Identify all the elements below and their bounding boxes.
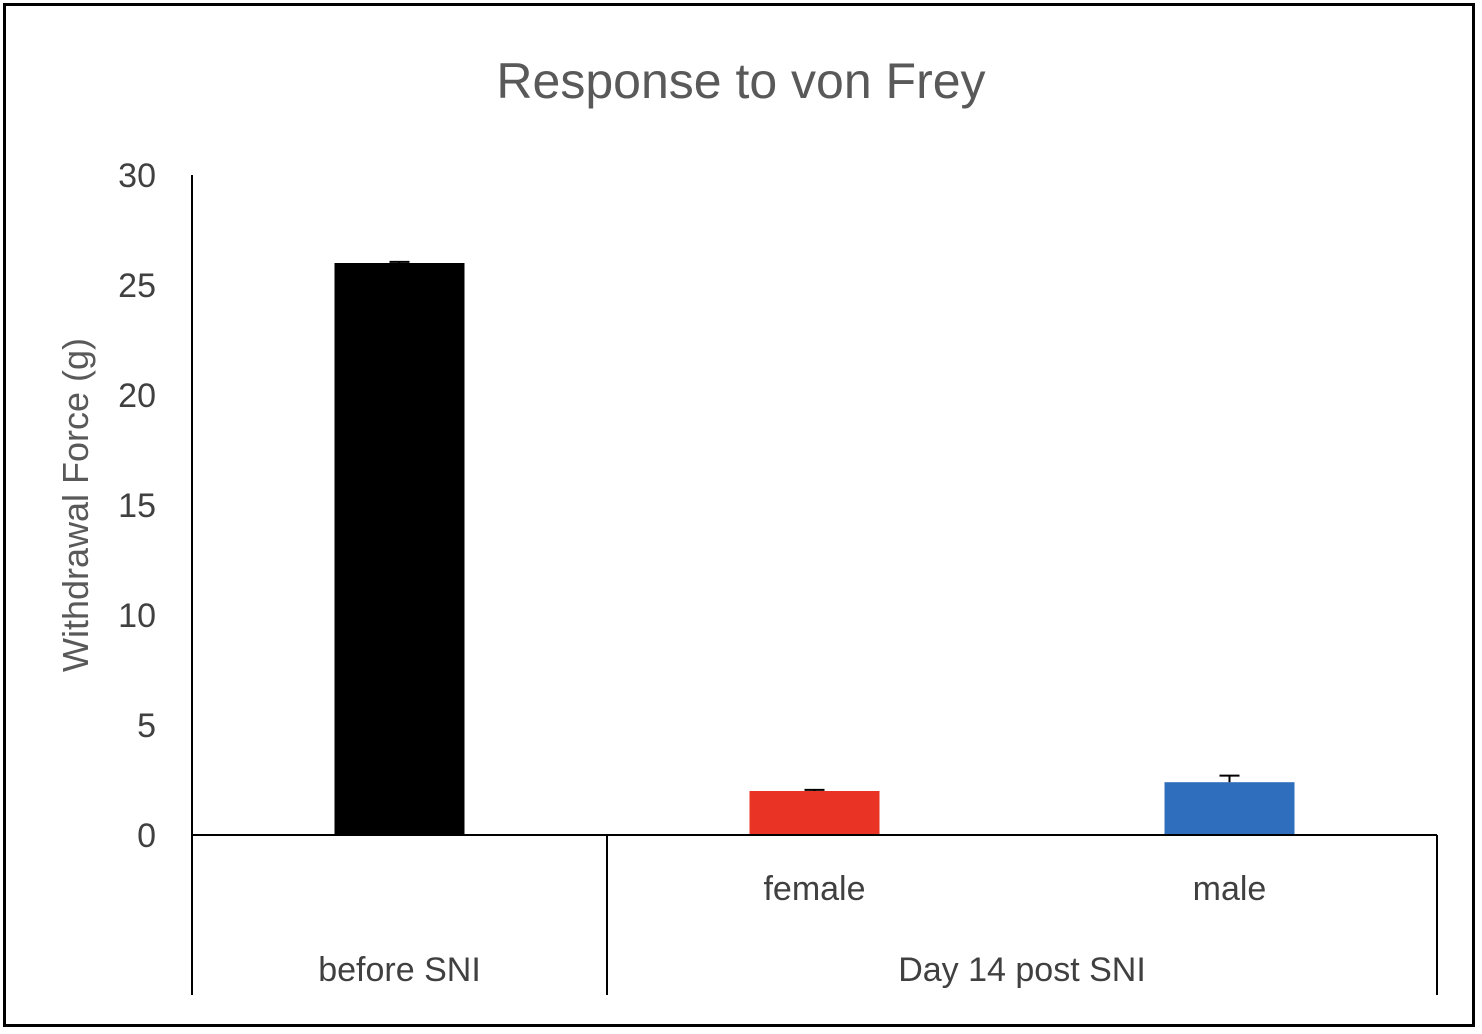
y-tick-label: 5	[137, 707, 156, 745]
y-tick-label: 25	[118, 267, 156, 305]
y-tick-label: 10	[118, 597, 156, 635]
bar-before-sni	[334, 263, 465, 835]
category-labels: female male	[763, 870, 1266, 908]
category-dividers	[191, 835, 1438, 995]
y-tick-label: 30	[118, 157, 156, 195]
chart-title: Response to von Frey	[496, 53, 985, 109]
error-bars	[389, 260, 1240, 791]
group-label: Day 14 post SNI	[898, 951, 1146, 989]
category-label: female	[763, 870, 865, 908]
bar-female	[749, 791, 880, 835]
y-axis-label: Withdrawal Force (g)	[55, 338, 96, 672]
y-tick-label: 0	[137, 817, 156, 855]
bars	[334, 263, 1295, 835]
y-tick-label: 15	[118, 487, 156, 525]
group-label: before SNI	[318, 951, 481, 989]
chart-frame	[3, 3, 1475, 1027]
category-label: male	[1193, 870, 1267, 908]
group-labels: before SNI Day 14 post SNI	[318, 951, 1146, 989]
bar-male	[1164, 782, 1295, 835]
y-tick-label: 20	[118, 377, 156, 415]
y-tick-labels: 0 5 10 15 20 25 30	[118, 157, 156, 855]
